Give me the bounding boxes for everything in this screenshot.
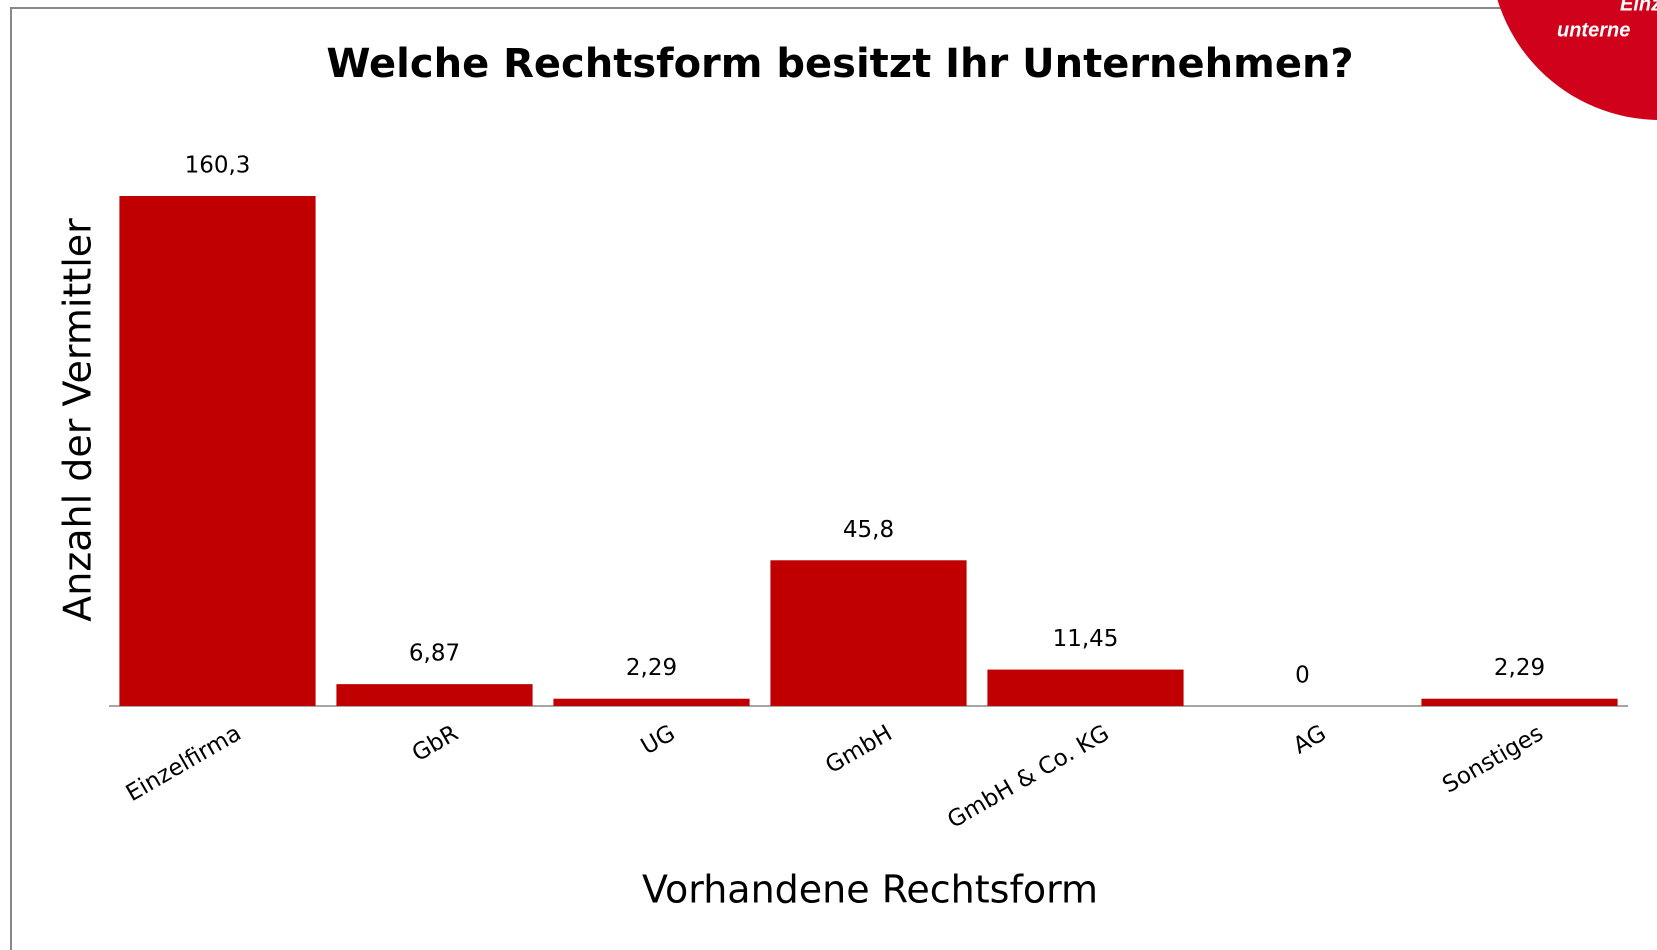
- badge-text: Einz: [1620, 0, 1657, 15]
- y-axis-title: Anzahl der Vermittler: [56, 218, 100, 622]
- bar: [119, 196, 316, 706]
- data-label: 45,8: [843, 517, 894, 543]
- bar: [1421, 698, 1618, 706]
- x-axis-title: Vorhandene Rechtsform: [642, 868, 1098, 912]
- data-label: 2,29: [1494, 655, 1545, 681]
- data-label: 6,87: [409, 641, 460, 667]
- data-label: 11,45: [1053, 626, 1119, 652]
- badge: [1497, 0, 1657, 120]
- data-label: 160,3: [185, 153, 251, 179]
- bar: [553, 698, 750, 706]
- bar: [336, 684, 533, 706]
- bar: [770, 560, 967, 706]
- badge-text: unterne: [1557, 19, 1630, 41]
- data-label: 2,29: [626, 655, 677, 681]
- data-label: 0: [1295, 663, 1310, 689]
- chart-title: Welche Rechtsform besitzt Ihr Unternehme…: [326, 41, 1353, 87]
- bar: [987, 669, 1184, 706]
